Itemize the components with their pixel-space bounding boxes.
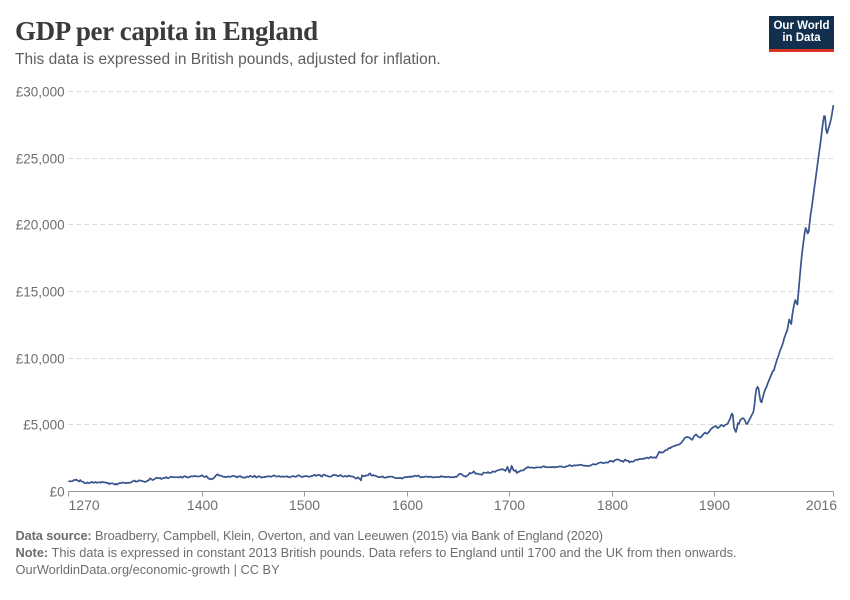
- svg-text:£5,000: £5,000: [23, 417, 64, 432]
- svg-text:1600: 1600: [392, 497, 423, 513]
- svg-text:1400: 1400: [187, 497, 218, 513]
- svg-text:2016: 2016: [806, 497, 837, 513]
- svg-text:£30,000: £30,000: [16, 84, 65, 99]
- svg-text:£25,000: £25,000: [16, 151, 65, 166]
- svg-text:1900: 1900: [699, 497, 730, 513]
- svg-text:1270: 1270: [69, 497, 100, 513]
- svg-text:1500: 1500: [289, 497, 320, 513]
- svg-text:£15,000: £15,000: [16, 284, 65, 299]
- svg-text:£10,000: £10,000: [16, 351, 65, 366]
- svg-text:£20,000: £20,000: [16, 217, 65, 232]
- svg-text:£0: £0: [50, 484, 65, 499]
- svg-text:1700: 1700: [494, 497, 525, 513]
- svg-text:1800: 1800: [597, 497, 628, 513]
